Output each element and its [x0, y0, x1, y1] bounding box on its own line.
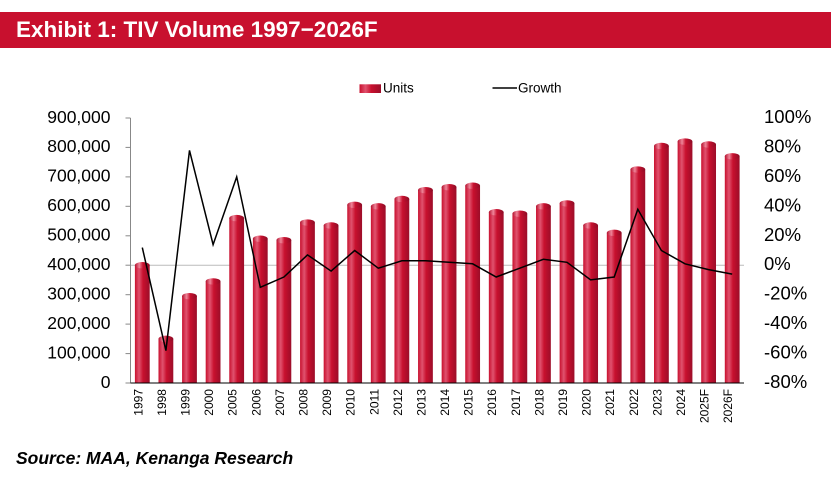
svg-text:2025F: 2025F	[698, 389, 712, 423]
svg-text:2011: 2011	[367, 389, 381, 415]
svg-text:2012: 2012	[391, 389, 405, 416]
svg-text:700,000: 700,000	[47, 166, 111, 186]
svg-text:2014: 2014	[438, 389, 452, 416]
svg-text:2005: 2005	[226, 389, 240, 416]
svg-text:0: 0	[101, 372, 111, 392]
svg-text:900,000: 900,000	[47, 107, 111, 127]
svg-text:500,000: 500,000	[47, 225, 111, 245]
svg-text:2008: 2008	[297, 389, 311, 416]
svg-text:2013: 2013	[415, 389, 429, 416]
svg-text:1999: 1999	[179, 389, 193, 416]
svg-text:2010: 2010	[344, 389, 358, 416]
svg-text:200,000: 200,000	[47, 313, 111, 333]
svg-text:2020: 2020	[580, 389, 594, 416]
svg-text:0%: 0%	[764, 253, 791, 274]
svg-text:-60%: -60%	[764, 342, 807, 363]
svg-text:2018: 2018	[532, 389, 546, 416]
svg-text:2007: 2007	[273, 389, 287, 416]
svg-text:Units: Units	[383, 81, 414, 96]
svg-text:2016: 2016	[485, 389, 499, 416]
svg-text:100%: 100%	[764, 106, 811, 127]
svg-text:2015: 2015	[462, 389, 476, 416]
svg-text:300,000: 300,000	[47, 284, 111, 304]
svg-text:2024: 2024	[674, 389, 688, 416]
svg-text:20%: 20%	[764, 224, 801, 245]
svg-text:2006: 2006	[249, 389, 263, 416]
svg-text:-80%: -80%	[764, 371, 807, 392]
svg-text:2021: 2021	[603, 389, 617, 416]
svg-text:-40%: -40%	[764, 312, 807, 333]
svg-text:2000: 2000	[202, 389, 216, 416]
svg-text:2009: 2009	[320, 389, 334, 416]
svg-text:2022: 2022	[627, 389, 641, 416]
svg-text:400,000: 400,000	[47, 254, 111, 274]
svg-text:2023: 2023	[650, 389, 664, 416]
svg-text:800,000: 800,000	[47, 136, 111, 156]
svg-text:80%: 80%	[764, 135, 801, 156]
svg-text:1997: 1997	[131, 389, 145, 416]
svg-text:2017: 2017	[509, 389, 523, 416]
svg-text:600,000: 600,000	[47, 195, 111, 215]
svg-text:60%: 60%	[764, 165, 801, 186]
svg-text:40%: 40%	[764, 194, 801, 215]
svg-text:2026F: 2026F	[721, 389, 735, 423]
svg-text:-20%: -20%	[764, 283, 807, 304]
svg-text:1998: 1998	[155, 389, 169, 416]
svg-text:Growth: Growth	[518, 81, 562, 96]
svg-text:100,000: 100,000	[47, 342, 111, 362]
svg-text:2019: 2019	[556, 389, 570, 416]
